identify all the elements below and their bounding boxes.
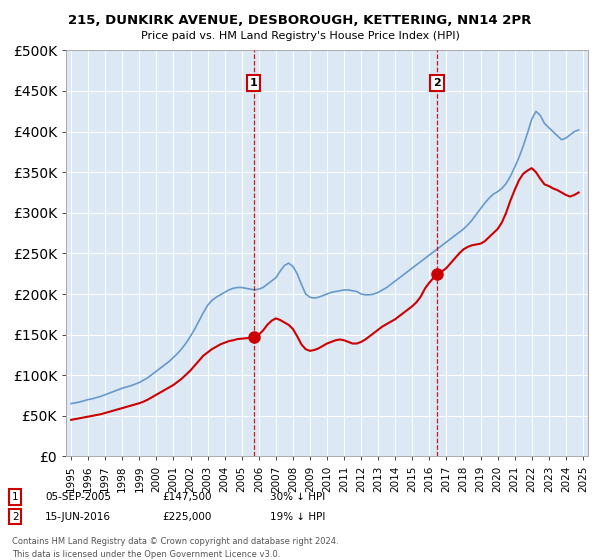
Text: £225,000: £225,000 bbox=[162, 512, 211, 522]
Text: 2: 2 bbox=[12, 512, 19, 522]
Text: Contains HM Land Registry data © Crown copyright and database right 2024.
This d: Contains HM Land Registry data © Crown c… bbox=[12, 538, 338, 559]
Text: 215, DUNKIRK AVENUE, DESBOROUGH, KETTERING, NN14 2PR: 215, DUNKIRK AVENUE, DESBOROUGH, KETTERI… bbox=[68, 14, 532, 27]
Text: £147,500: £147,500 bbox=[162, 492, 212, 502]
Text: 1: 1 bbox=[250, 78, 257, 88]
Text: Price paid vs. HM Land Registry's House Price Index (HPI): Price paid vs. HM Land Registry's House … bbox=[140, 31, 460, 41]
Text: 05-SEP-2005: 05-SEP-2005 bbox=[45, 492, 111, 502]
Text: 1: 1 bbox=[12, 492, 19, 502]
Text: 30% ↓ HPI: 30% ↓ HPI bbox=[270, 492, 325, 502]
Text: 19% ↓ HPI: 19% ↓ HPI bbox=[270, 512, 325, 522]
Text: 15-JUN-2016: 15-JUN-2016 bbox=[45, 512, 111, 522]
Text: 2: 2 bbox=[433, 78, 441, 88]
